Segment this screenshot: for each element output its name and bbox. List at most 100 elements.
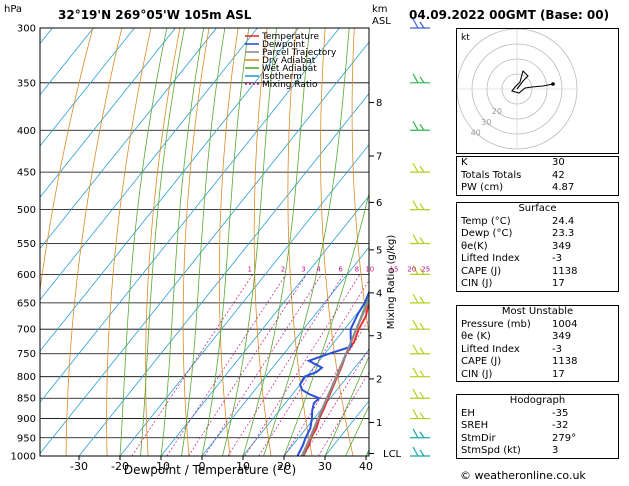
dry-adiabat — [40, 28, 94, 294]
copyright-footer: © weatheronline.co.uk — [460, 469, 586, 482]
table-row: θe(K) 349 — [461, 240, 572, 252]
wind-barb — [410, 234, 430, 245]
pressure-tick-label: 550 — [17, 239, 36, 250]
wind-barb — [410, 319, 430, 330]
wet-adiabat — [222, 28, 277, 456]
table-row: Lifted Index -3 — [461, 343, 562, 355]
dry-adiabat — [65, 28, 123, 456]
mixing-ratio-line — [258, 279, 369, 456]
pressure-tick-label: 800 — [17, 372, 36, 383]
hodograph-unit: kt — [461, 33, 470, 43]
hodograph-ring-label: 40 — [471, 128, 481, 137]
isotherm — [160, 195, 369, 456]
mixing-ratio-label: 15 — [390, 265, 399, 273]
mixing-ratio-label: 20 — [407, 265, 416, 273]
wind-barb-flag — [419, 370, 425, 378]
wind-barb — [410, 428, 430, 439]
wind-barb — [410, 162, 430, 173]
wind-barb — [410, 18, 430, 29]
x-tick-label: 30 — [318, 460, 332, 473]
wind-barb-flag — [412, 162, 419, 173]
x-tick-label: 20 — [277, 460, 291, 473]
hodograph-box: kt 20 30 40 — [456, 28, 619, 154]
mixing-ratio-axis-label: Mixing Ratio (g/kg) — [386, 235, 397, 330]
mixing-ratio-label: 3 — [301, 265, 305, 273]
mixing-ratio-label: 10 — [365, 265, 374, 273]
km-tick-label: 1 — [376, 418, 382, 429]
table-row: Pressure (mb) 1004 — [461, 318, 578, 330]
table-row: CIN (J) 17 — [461, 368, 565, 380]
dry-adiabat — [106, 28, 152, 456]
x-axis-label: Dewpoint / Temperature (°C) — [124, 463, 296, 477]
x-tick-label: -30 — [70, 460, 88, 473]
table-row: EH -35 — [461, 407, 569, 419]
wind-barb-flag — [412, 293, 419, 304]
mixing-ratio-label: 25 — [421, 265, 430, 273]
wet-adiabat — [140, 28, 185, 456]
wind-barb-flag — [412, 200, 419, 210]
km-tick-label: 6 — [376, 198, 382, 209]
isotherm — [40, 28, 299, 352]
pressure-tick-label: 1000 — [11, 452, 36, 463]
x-tick-label: 0 — [199, 460, 206, 473]
wind-barb-flag — [419, 123, 425, 131]
dry-adiabat — [218, 28, 239, 456]
isotherm — [283, 349, 369, 456]
pressure-tick-label: 950 — [17, 433, 36, 444]
table-row: K 30 — [461, 157, 565, 168]
wet-adiabat — [263, 28, 350, 456]
wind-barb — [410, 344, 430, 355]
legend-label: Wet Adiabat — [262, 64, 317, 74]
km-tick-label: LCL — [383, 449, 402, 460]
legend-label: Temperature — [261, 32, 319, 42]
wind-barb — [410, 120, 430, 131]
dry-adiabat — [320, 28, 354, 456]
wet-adiabat — [283, 191, 369, 456]
pressure-unit-label: hPa — [4, 4, 23, 15]
dry-adiabat — [253, 28, 272, 456]
km-label: km — [372, 4, 388, 15]
wind-barb-flag — [419, 21, 425, 29]
wind-barb-flag — [412, 388, 419, 399]
table-row: StmSpd (kt) 3 — [461, 445, 559, 456]
isotherm — [201, 246, 369, 456]
pressure-tick-label: 600 — [17, 270, 36, 281]
table-row: Dewp (°C) 23.3 — [461, 228, 575, 239]
legend-label: Isotherm — [262, 72, 302, 82]
wind-barb-flag — [412, 18, 419, 29]
wet-adiabat — [181, 28, 226, 456]
indices-table: K 30 Totals Totals 42 PW (cm) 4.87 — [456, 156, 619, 196]
legend-label: Parcel Trajectory — [262, 48, 337, 58]
wind-barb — [410, 265, 430, 276]
pressure-tick-label: 750 — [17, 349, 36, 360]
mixing-ratio-label: 1 — [248, 265, 252, 273]
hodograph-end-marker — [551, 82, 555, 86]
mixing-ratio-line — [131, 274, 254, 456]
wind-barb-flag — [419, 76, 425, 84]
x-tick-label: -10 — [152, 460, 170, 473]
pressure-tick-label: 650 — [17, 298, 36, 309]
legend-label: Dry Adiabat — [262, 56, 316, 66]
temperature-line — [301, 298, 369, 456]
pressure-tick-label: 900 — [17, 414, 36, 425]
mixing-ratio-label: 4 — [316, 265, 321, 273]
wind-barb-flag — [412, 428, 419, 439]
table-row: Totals Totals 42 — [461, 169, 565, 181]
mixing-ratio-line — [227, 274, 344, 456]
isotherm — [40, 28, 94, 96]
wind-barb-flag — [412, 73, 419, 84]
mixing-ratio-line — [303, 347, 369, 456]
table-row: θe (K) 349 — [461, 331, 572, 342]
wind-barb-flag — [419, 391, 425, 399]
wind-barb — [410, 409, 430, 420]
hodograph-title: Hodograph — [509, 395, 566, 406]
table-row: CAPE (J) 1138 — [461, 265, 578, 277]
table-row: CIN (J) 17 — [461, 278, 565, 289]
plot-frame — [39, 27, 370, 457]
wind-barb — [410, 446, 430, 457]
surface-title: Surface — [518, 203, 557, 214]
isotherm — [40, 28, 217, 250]
asl-label: ASL — [372, 16, 391, 27]
